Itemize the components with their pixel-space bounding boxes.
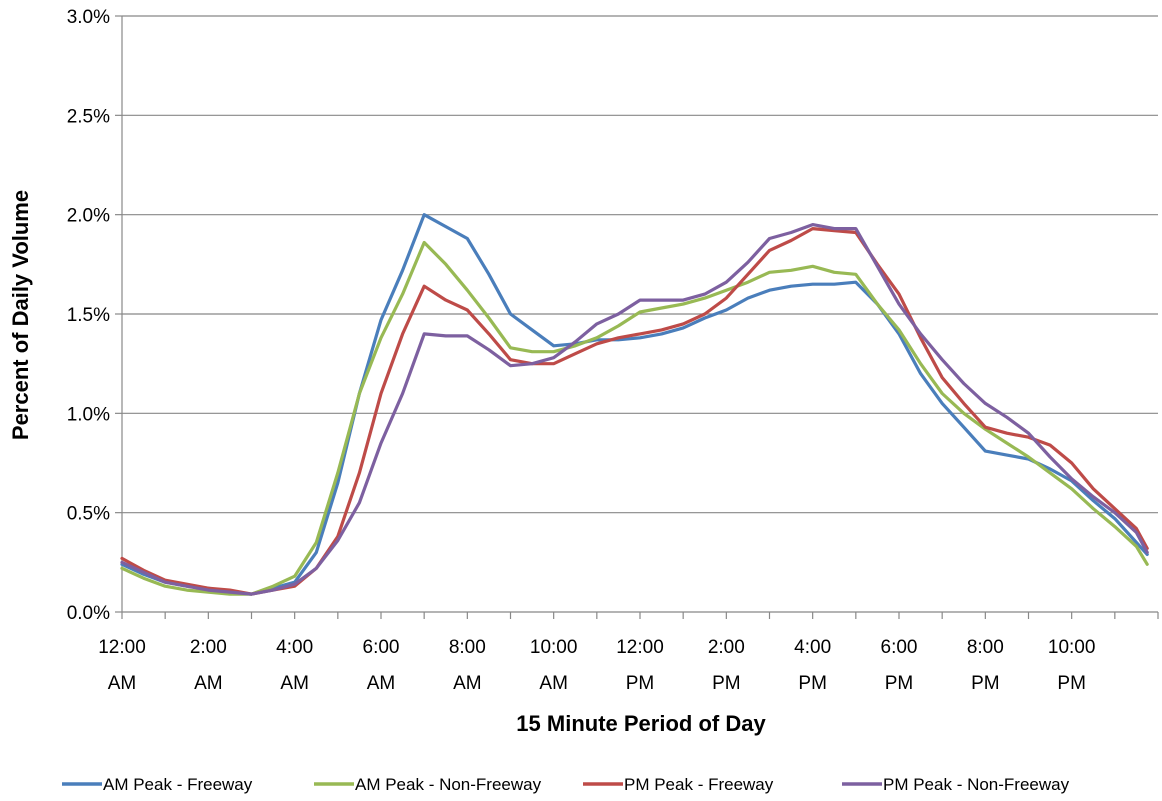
legend-label: AM Peak - Freeway [103, 775, 253, 794]
legend-label: PM Peak - Non-Freeway [883, 775, 1070, 794]
axes [115, 15, 1159, 619]
series-line-1 [120, 213, 1149, 596]
x-tick-label: 8:00 [967, 637, 1004, 658]
x-tick-label: 4:00 [276, 637, 313, 658]
y-tick-label: 1.0% [67, 404, 110, 425]
x-tick-label: PM [971, 673, 1000, 694]
y-tick-label: 2.0% [67, 206, 110, 227]
y-tick-label: 2.5% [67, 106, 110, 127]
x-tick-label: PM [626, 673, 655, 694]
x-tick-label: 6:00 [363, 637, 400, 658]
x-tick-label: AM [194, 673, 223, 694]
y-tick-label: 0.5% [67, 504, 110, 525]
x-tick-label: AM [280, 673, 309, 694]
x-tick-label: PM [885, 673, 914, 694]
gridlines [122, 15, 1158, 514]
series-line-3 [120, 227, 1149, 596]
legend: AM Peak - Freeway AM Peak - Non-Freeway PM… [62, 775, 1070, 794]
x-tick-label: 12:00 [616, 637, 664, 658]
x-tick-label: AM [539, 673, 568, 694]
x-tick-label: 10:00 [1048, 637, 1096, 658]
x-tick-label: 6:00 [881, 637, 918, 658]
x-tick-label: AM [367, 673, 396, 694]
y-tick-label: 0.0% [67, 603, 110, 624]
x-tick-label: 2:00 [708, 637, 745, 658]
legend-label: PM Peak - Freeway [624, 775, 774, 794]
x-tick-label: PM [1057, 673, 1086, 694]
x-tick-label: 10:00 [530, 637, 578, 658]
x-tick-label: 2:00 [190, 637, 227, 658]
x-tick-label: 8:00 [449, 637, 486, 658]
x-tick-label: AM [108, 673, 137, 694]
series-line-4 [120, 223, 1149, 596]
x-tick-label: AM [453, 673, 482, 694]
y-tick-label: 3.0% [67, 7, 110, 28]
series-lines [120, 213, 1149, 596]
y-axis-title: Percent of Daily Volume [8, 190, 33, 440]
y-tick-labels: 0.0% 0.5% 1.0% 1.5% 2.0% 2.5% 3.0% [67, 7, 110, 624]
x-tick-label: 4:00 [794, 637, 831, 658]
legend-label: AM Peak - Non-Freeway [355, 775, 542, 794]
x-tick-label: PM [712, 673, 741, 694]
x-tick-label: PM [798, 673, 827, 694]
series-line-2 [120, 240, 1149, 596]
x-axis-title: 15 Minute Period of Day [516, 711, 766, 736]
x-tick-label: 12:00 [98, 637, 146, 658]
x-tick-labels: 12:00 AM 2:00 AM 4:00 AM 6:00 AM 8:00 AM 10:00 AM 12… [98, 637, 1095, 694]
y-tick-label: 1.5% [67, 305, 110, 326]
